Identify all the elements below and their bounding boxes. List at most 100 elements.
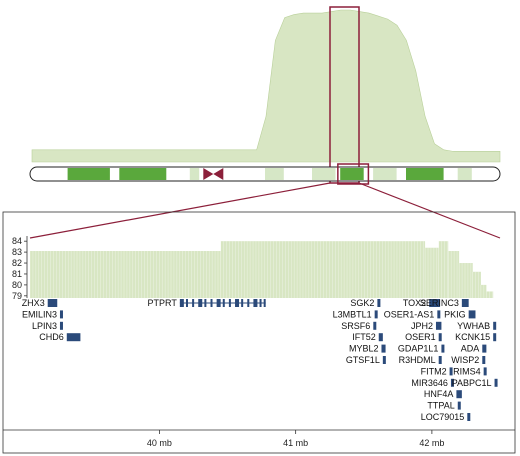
gene-label: ADA bbox=[461, 344, 480, 354]
zoom-bar-segment bbox=[448, 251, 460, 298]
gene-exon bbox=[241, 299, 244, 307]
gene-label: PKIG bbox=[444, 309, 466, 319]
gene-exon bbox=[263, 299, 266, 307]
gene-box bbox=[47, 299, 58, 307]
gene-box bbox=[374, 310, 378, 319]
x-tick-label: 40 mb bbox=[147, 438, 172, 448]
gene-box bbox=[468, 310, 476, 319]
y-tick-label: 84 bbox=[12, 236, 22, 246]
gene-box bbox=[66, 333, 81, 342]
gene-label: GDAP1L1 bbox=[398, 344, 439, 354]
gene-box bbox=[482, 344, 487, 353]
gene-label: LOC79015 bbox=[421, 412, 465, 422]
y-tick-label: 82 bbox=[12, 258, 22, 268]
gene-label: FITM2 bbox=[421, 366, 447, 376]
centromere-right bbox=[213, 168, 224, 180]
gene-box bbox=[494, 378, 498, 387]
zoom-line-right bbox=[358, 182, 501, 239]
gene-box bbox=[438, 356, 442, 364]
zoom-bar-segment bbox=[30, 251, 221, 298]
gene-box bbox=[493, 333, 497, 342]
ideogram-highlight bbox=[337, 163, 370, 185]
gene-exon bbox=[204, 299, 207, 307]
gene-label: PABPC1L bbox=[452, 378, 492, 388]
ideogram-band bbox=[406, 168, 444, 180]
ideogram-band bbox=[340, 168, 364, 180]
gene-exon bbox=[216, 299, 221, 307]
ideogram-band bbox=[265, 168, 284, 180]
gene-box bbox=[482, 356, 486, 364]
bottom-panel-frame bbox=[2, 211, 516, 454]
gene-box bbox=[435, 321, 442, 330]
gene-exon bbox=[185, 299, 188, 307]
gene-label: WISP2 bbox=[451, 355, 479, 365]
gene-exon bbox=[179, 299, 184, 307]
x-tick-label: 41 mb bbox=[283, 438, 308, 448]
gene-box bbox=[467, 413, 471, 421]
ideogram-band bbox=[457, 168, 472, 180]
coverage-area bbox=[31, 9, 501, 163]
gene-box bbox=[59, 321, 63, 330]
gene-label: HNF4A bbox=[424, 389, 454, 399]
gene-box bbox=[437, 310, 441, 319]
gene-label: MYBL2 bbox=[349, 344, 379, 354]
gene-box bbox=[493, 321, 497, 330]
gene-box bbox=[429, 299, 441, 307]
chromosome-ideogram bbox=[29, 163, 501, 185]
gene-box bbox=[450, 378, 454, 387]
ideogram-band bbox=[189, 168, 200, 180]
gene-box bbox=[381, 344, 386, 353]
zoom-bar-segment bbox=[472, 271, 481, 298]
y-tick-label: 80 bbox=[12, 280, 22, 290]
gene-label: MIR3646 bbox=[411, 378, 448, 388]
gene-exon bbox=[210, 299, 213, 307]
gene-label: CHD6 bbox=[39, 332, 64, 342]
ideogram-band bbox=[67, 168, 110, 180]
gene-exon bbox=[253, 299, 258, 307]
zoom-x-axis: 40 mb 41 mb 42 mb bbox=[3, 429, 515, 448]
gene-label: OSER1-AS1 bbox=[384, 309, 435, 319]
gene-box bbox=[377, 299, 381, 307]
gene-label: SRSF6 bbox=[341, 321, 370, 331]
gene-label: SGK2 bbox=[350, 298, 374, 308]
ideogram-band bbox=[373, 168, 397, 180]
gene-exon bbox=[198, 299, 203, 307]
zoom-bar-segment bbox=[438, 241, 449, 298]
gene-label: OSER1 bbox=[405, 332, 436, 342]
gene-exon bbox=[228, 299, 231, 307]
y-tick-label: 81 bbox=[12, 269, 22, 279]
gene-label: TOX2 bbox=[403, 298, 426, 308]
top-highlight-box bbox=[329, 6, 360, 184]
genome-coverage-profile bbox=[31, 9, 501, 163]
gene-label: YWHAB bbox=[457, 321, 490, 331]
zoomed-coverage-bars bbox=[29, 241, 494, 298]
gene-exon bbox=[247, 299, 250, 307]
gene-label: GTSF1L bbox=[346, 355, 380, 365]
gene-label: KCNK15 bbox=[455, 332, 490, 342]
zoom-bar-segment bbox=[425, 247, 439, 298]
gene-box bbox=[382, 356, 386, 364]
gene-label: RIMS4 bbox=[453, 366, 481, 376]
y-tick-label: 79 bbox=[12, 291, 22, 301]
gene-label: ZHX3 bbox=[22, 298, 45, 308]
ideogram-band bbox=[119, 168, 167, 180]
zoom-bar-segment bbox=[480, 284, 487, 298]
gene-box bbox=[441, 344, 445, 353]
gene-box bbox=[438, 333, 442, 342]
gene-box bbox=[457, 401, 461, 410]
gene-box bbox=[456, 390, 462, 399]
gene-exon bbox=[259, 299, 262, 307]
gene-box bbox=[483, 367, 487, 376]
gene-exon bbox=[192, 299, 195, 307]
x-tick-label: 42 mb bbox=[419, 438, 444, 448]
gene-box bbox=[59, 310, 63, 319]
zoom-bar-segment bbox=[459, 263, 473, 298]
gene-exon bbox=[222, 299, 225, 307]
zoom-bar-segment bbox=[220, 241, 426, 298]
gene-box bbox=[378, 333, 383, 342]
gene-label: LPIN3 bbox=[32, 321, 57, 331]
zoom-line-left bbox=[29, 182, 331, 239]
gene-box bbox=[373, 321, 377, 330]
